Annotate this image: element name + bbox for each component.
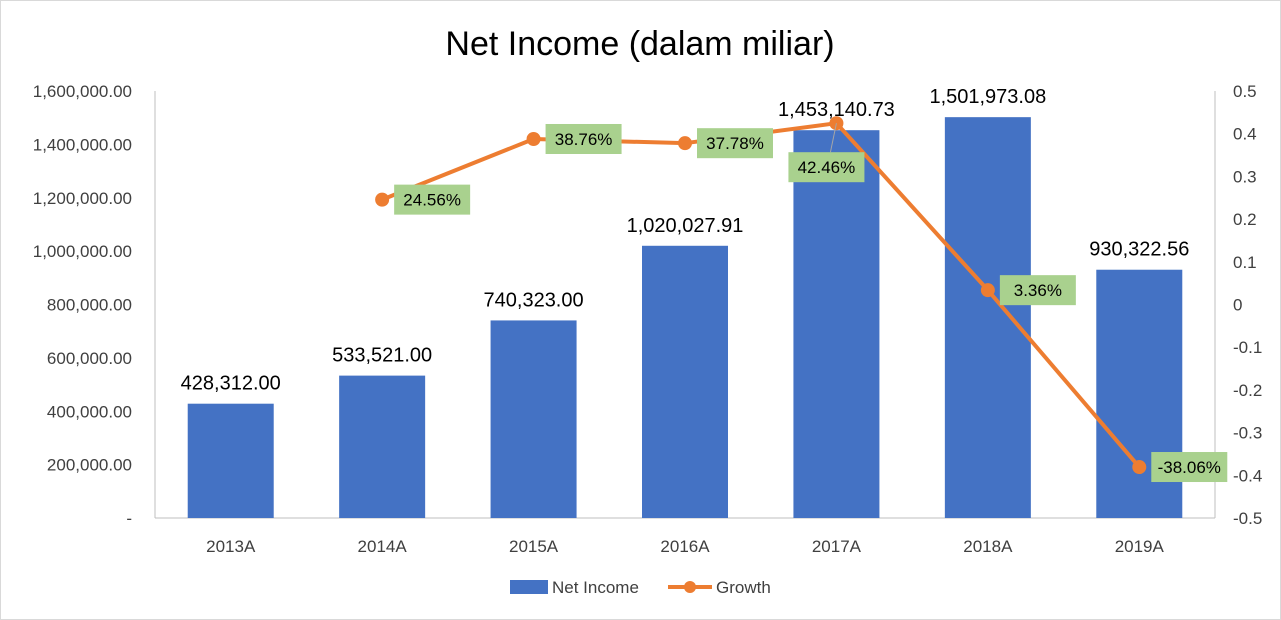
legend-label-net-income: Net Income bbox=[552, 578, 639, 597]
left-axis-tick-label: 600,000.00 bbox=[47, 349, 132, 368]
growth-point bbox=[980, 283, 995, 298]
growth-label-text: 24.56% bbox=[403, 191, 461, 210]
growth-label-text: 3.36% bbox=[1014, 281, 1062, 300]
bar-data-label: 1,020,027.91 bbox=[627, 215, 744, 237]
x-axis-tick-label: 2014A bbox=[358, 537, 408, 556]
x-axis-tick-label: 2017A bbox=[812, 537, 862, 556]
bar bbox=[490, 320, 577, 518]
growth-label-box bbox=[697, 128, 773, 159]
bar-data-label: 533,521.00 bbox=[332, 345, 432, 367]
bar bbox=[793, 130, 880, 519]
left-axis-tick-label: - bbox=[126, 509, 132, 528]
left-axis-tick-label: 400,000.00 bbox=[47, 402, 132, 421]
growth-label-box bbox=[545, 123, 622, 154]
right-axis-tick-label: 0.4 bbox=[1233, 125, 1257, 144]
growth-data-labels: 24.56% 38.76% 37.78% 42.46% 3.36% -38.06% bbox=[394, 123, 1228, 483]
legend: Net Income Growth bbox=[510, 578, 771, 597]
right-axis-tick-label: 0.1 bbox=[1233, 253, 1257, 272]
growth-label-text: 38.76% bbox=[555, 130, 613, 149]
x-axis-ticks: 2013A 2014A 2015A 2016A 2017A 2018A 2019A bbox=[206, 537, 1164, 556]
x-axis-tick-label: 2015A bbox=[509, 537, 559, 556]
left-axis-tick-label: 1,600,000.00 bbox=[33, 82, 132, 101]
left-axis-tick-label: 800,000.00 bbox=[47, 296, 132, 315]
growth-label-box bbox=[788, 152, 865, 183]
bar-data-label: 1,453,140.73 bbox=[778, 99, 895, 121]
bar-data-labels: 428,312.00 533,521.00 740,323.00 1,020,027.… bbox=[181, 86, 1190, 395]
right-axis-tick-label: -0.3 bbox=[1233, 424, 1262, 443]
bar-data-label: 740,323.00 bbox=[484, 289, 584, 311]
legend-swatch-growth-marker bbox=[684, 581, 696, 593]
right-axis-tick-label: 0.2 bbox=[1233, 210, 1257, 229]
left-axis-tick-label: 1,400,000.00 bbox=[33, 135, 132, 154]
left-axis-tick-label: 1,000,000.00 bbox=[33, 242, 132, 261]
growth-label-box bbox=[999, 275, 1076, 306]
right-axis-tick-label: 0 bbox=[1233, 296, 1242, 315]
right-axis-tick-label: -0.1 bbox=[1233, 338, 1262, 357]
growth-point bbox=[678, 136, 692, 151]
growth-data-label: -38.06% bbox=[1151, 452, 1228, 483]
x-axis-tick-label: 2016A bbox=[660, 537, 710, 556]
growth-point bbox=[526, 131, 541, 146]
right-axis-tick-label: -0.5 bbox=[1233, 509, 1262, 528]
right-axis-ticks: -0.5 -0.4 -0.3 -0.2 -0.1 0 0.1 0.2 0.3 0.4 0.5 bbox=[1233, 82, 1262, 528]
bar bbox=[642, 245, 728, 519]
right-axis-tick-label: 0.3 bbox=[1233, 167, 1257, 186]
x-axis-tick-label: 2013A bbox=[206, 537, 256, 556]
right-axis-tick-label: -0.4 bbox=[1233, 466, 1262, 485]
growth-data-label: 38.76% bbox=[545, 123, 622, 154]
bar bbox=[944, 117, 1031, 518]
growth-data-label: 42.46% bbox=[788, 123, 865, 183]
left-axis-ticks: - 200,000.00 400,000.00 600,000.00 800,000.0… bbox=[33, 82, 132, 528]
x-axis-tick-label: 2018A bbox=[963, 537, 1013, 556]
growth-point bbox=[1132, 460, 1147, 475]
growth-label-text: -38.06% bbox=[1158, 458, 1221, 477]
legend-label-growth: Growth bbox=[716, 578, 771, 597]
growth-label-box bbox=[394, 184, 471, 215]
bar-data-label: 428,312.00 bbox=[181, 373, 281, 395]
bar-data-label: 1,501,973.08 bbox=[929, 86, 1046, 108]
left-axis-tick-label: 200,000.00 bbox=[47, 456, 132, 475]
bar bbox=[339, 375, 426, 518]
legend-swatch-net-income bbox=[510, 580, 548, 594]
bar bbox=[187, 403, 274, 518]
growth-label-leader bbox=[829, 123, 837, 153]
growth-point bbox=[375, 192, 390, 207]
growth-data-label: 37.78% bbox=[697, 128, 773, 159]
growth-data-label: 24.56% bbox=[394, 184, 471, 215]
growth-label-box bbox=[1151, 452, 1228, 483]
growth-label-text: 37.78% bbox=[706, 134, 764, 153]
growth-data-label: 3.36% bbox=[999, 275, 1076, 306]
x-axis-tick-label: 2019A bbox=[1115, 537, 1165, 556]
growth-label-text: 42.46% bbox=[798, 158, 856, 177]
right-axis-tick-label: -0.2 bbox=[1233, 381, 1262, 400]
right-axis-tick-label: 0.5 bbox=[1233, 82, 1257, 101]
left-axis-tick-label: 1,200,000.00 bbox=[33, 189, 132, 208]
chart-title: Net Income (dalam miliar) bbox=[445, 25, 834, 63]
bar-data-label: 930,322.56 bbox=[1089, 239, 1189, 261]
